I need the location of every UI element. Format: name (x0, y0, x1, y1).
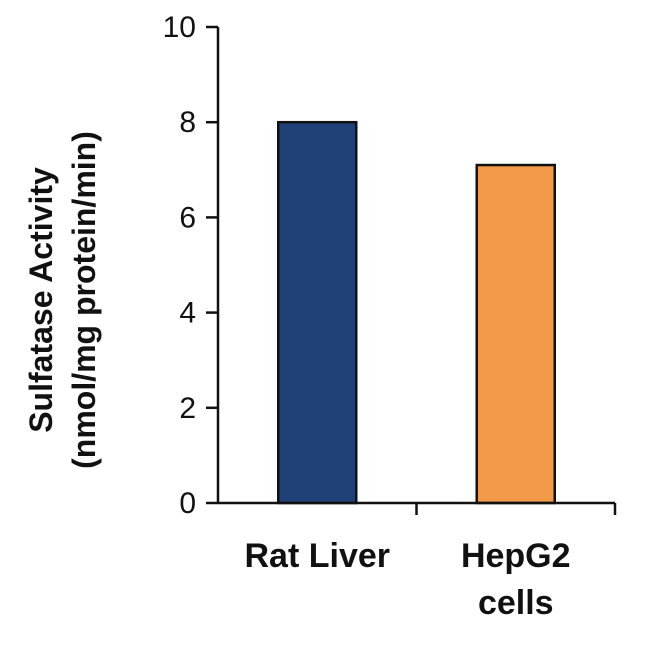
bar-0 (277, 120, 358, 505)
y-tick-label: 6 (179, 201, 196, 234)
x-category-label: HepG2 (461, 537, 571, 575)
y-axis-ticks: 0 2 4 6 8 10 (163, 11, 218, 520)
x-category-label: Rat Liver (245, 537, 391, 575)
y-tick-label: 4 (179, 297, 196, 330)
y-tick-label: 2 (179, 392, 196, 425)
y-axis-title-line: Sulfatase Activity (23, 167, 59, 433)
y-axis-title-line: (nmol/mg protein/min) (66, 131, 102, 469)
y-tick-label: 10 (163, 11, 196, 44)
y-tick-label: 8 (179, 106, 196, 139)
y-tick-label: 0 (179, 487, 196, 520)
bars (277, 120, 556, 505)
y-axis-title: Sulfatase Activity (nmol/mg protein/min) (23, 131, 102, 469)
bar-1 (475, 163, 556, 505)
x-category-label: cells (478, 584, 554, 622)
x-axis-categories: Rat Liver HepG2 cells (245, 537, 571, 622)
axes (216, 27, 617, 515)
